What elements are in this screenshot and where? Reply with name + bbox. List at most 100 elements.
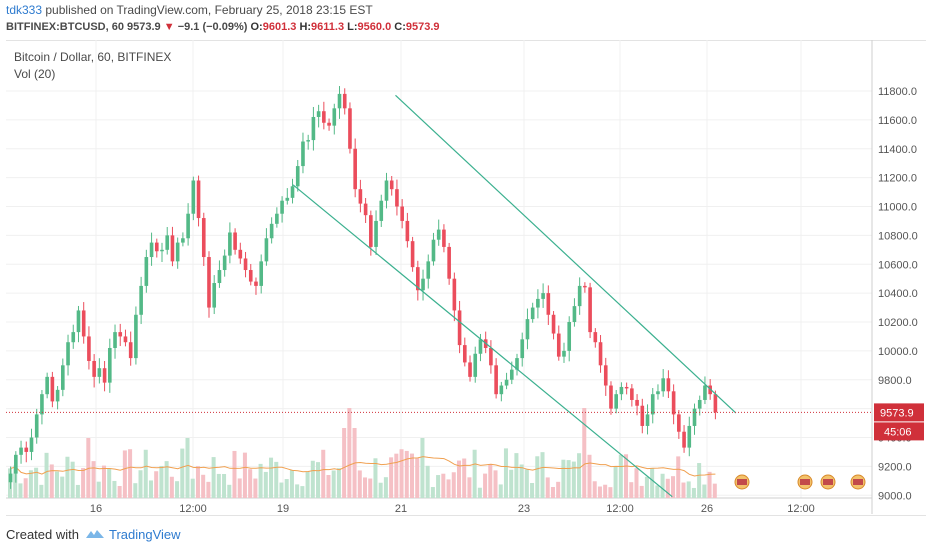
volume-bar (180, 448, 185, 498)
candle (332, 108, 337, 126)
x-tick-label: 23 (518, 503, 530, 514)
candle (572, 306, 577, 322)
candle (290, 186, 295, 198)
y-tick-label: 9200.0 (878, 461, 912, 473)
volume-bar (258, 463, 263, 498)
candle (405, 220, 410, 242)
candle (687, 425, 692, 448)
candle (254, 281, 258, 286)
candle (645, 414, 650, 426)
candle (494, 365, 498, 395)
volume-bar (18, 483, 23, 498)
volume-bar (342, 428, 347, 498)
volume-bar (409, 453, 415, 498)
volume-bar (96, 481, 101, 498)
candle (201, 218, 206, 258)
candle (327, 122, 331, 126)
candle (697, 399, 702, 409)
volume-bar (603, 484, 608, 498)
channel-upper-line (395, 94, 737, 414)
candle (410, 241, 415, 268)
volume-bar (373, 458, 378, 498)
volume-bar (363, 477, 368, 498)
volume-bar (550, 487, 555, 498)
candle (499, 385, 504, 395)
volume-bar (60, 476, 65, 498)
author-name[interactable]: tdk333 (6, 3, 43, 17)
volume-bar (159, 465, 164, 498)
price-chart[interactable]: 11800.0 11600.0 11400.0 11200.0 11000.0 10800… (6, 40, 926, 514)
publish-text: published on TradingView.com, February 2… (45, 3, 373, 17)
volume-bar (336, 468, 341, 498)
volume-bar (242, 452, 247, 498)
y-tick-label: 11400.0 (878, 144, 917, 156)
candle (436, 229, 441, 240)
volume-bar (712, 483, 717, 498)
volume-bar (707, 471, 712, 498)
y-tick-label: 10200.0 (878, 317, 918, 329)
candle (144, 257, 149, 286)
volume-bar (28, 470, 33, 498)
volume-bar (164, 461, 169, 498)
volume-bar (503, 448, 508, 498)
volume-bar (451, 472, 456, 498)
candle (165, 235, 170, 250)
volume-bar (65, 456, 70, 498)
candle (677, 414, 681, 432)
volume-bar (383, 477, 388, 498)
candle (489, 347, 493, 366)
volume-bar (81, 468, 86, 498)
candle (212, 283, 217, 308)
candle (71, 332, 76, 343)
volume-bar (389, 457, 394, 498)
footer: Created with TradingView (6, 524, 181, 544)
candle (525, 319, 530, 340)
candle (624, 386, 629, 389)
candle (259, 261, 264, 286)
volume-bar (310, 460, 315, 498)
close-label: C: (394, 21, 406, 33)
candle (154, 242, 159, 252)
volume-bar (289, 469, 294, 498)
candle (306, 140, 310, 142)
volume-bar (540, 452, 545, 498)
volume-bar (143, 449, 148, 498)
volume-bar (75, 484, 80, 498)
candle (379, 200, 384, 221)
volume-bar (425, 465, 430, 498)
volume-bar (420, 438, 425, 498)
volume-bar (23, 478, 28, 498)
candle (462, 345, 467, 363)
candle (301, 141, 305, 167)
volume-bar (253, 478, 258, 498)
candle (389, 180, 394, 190)
volume-bar (185, 438, 190, 498)
candle (275, 213, 279, 224)
volume-bar (190, 478, 195, 498)
volume-bar (133, 483, 138, 498)
volume-bar (248, 469, 253, 498)
volume-bar (671, 476, 676, 498)
candle (66, 342, 70, 366)
series-legend[interactable]: Bitcoin / Dollar, 60, BITFINEX (14, 50, 172, 64)
candle (650, 394, 655, 415)
candle (123, 336, 128, 343)
volume-bar (681, 482, 686, 498)
candle (551, 314, 556, 334)
x-tick-label: 16 (90, 503, 102, 514)
volume-bar (462, 458, 467, 498)
chart-frame (6, 40, 926, 516)
open-label: O: (250, 21, 263, 33)
high-label: H: (299, 21, 312, 33)
volume-bar (697, 463, 702, 498)
volume-bar (227, 484, 232, 498)
tradingview-brand[interactable]: TradingView (85, 527, 181, 542)
volume-bar (509, 469, 514, 498)
candle (509, 369, 514, 380)
volume-bar (415, 458, 420, 498)
volume-bar (13, 465, 18, 498)
volume-legend[interactable]: Vol (20) (14, 67, 56, 81)
candle (703, 385, 707, 400)
volume-bar (300, 486, 305, 498)
candle (97, 368, 102, 377)
